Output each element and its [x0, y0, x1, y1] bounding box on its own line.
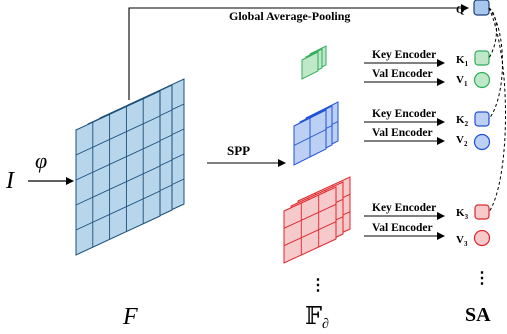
val-encoder-label-2: Val Encoder	[372, 127, 433, 139]
val-token-3	[473, 229, 491, 247]
key-symbol-3: K	[456, 207, 465, 219]
sa-more-dots: ⋮	[474, 270, 490, 287]
key-encoder-label-3: Key Encoder	[372, 202, 436, 214]
encoder-row-2: Key Encoder Val Encoder K2 V2	[364, 108, 491, 151]
svg-text:V2: V2	[456, 134, 468, 148]
attention-dashed-connectors	[488, 7, 506, 213]
pyramid-set-label: 𝔽	[305, 304, 322, 330]
key-symbol-2: K	[456, 114, 465, 126]
feature-map-stack	[75, 78, 185, 256]
key-symbol-1: K	[456, 54, 465, 66]
spp-label: SPP	[227, 143, 250, 158]
pyramid-level-1	[301, 45, 327, 80]
val-index-1: 1	[464, 80, 468, 88]
val-encoder-label-1: Val Encoder	[372, 68, 433, 80]
val-symbol-2: V	[456, 134, 464, 146]
key-token-1	[474, 50, 490, 66]
val-token-2	[473, 133, 491, 151]
encoder-row-1: Key Encoder Val Encoder K1 V1	[364, 49, 491, 89]
svg-text:K3: K3	[456, 207, 469, 221]
pyramid-level-2	[293, 101, 339, 166]
val-symbol-1: V	[456, 74, 464, 86]
pyramid-level-3	[283, 176, 351, 264]
svg-text:K2: K2	[456, 114, 469, 128]
val-token-1	[473, 71, 491, 89]
val-index-2: 2	[464, 140, 468, 148]
query-token	[473, 0, 490, 16]
query-label: Q	[456, 4, 465, 16]
key-index-2: 2	[465, 120, 469, 128]
feature-map-label: F	[122, 304, 138, 330]
pyramid-set-subscript: ∂	[322, 317, 329, 332]
key-index-1: 1	[465, 60, 469, 68]
key-token-3	[474, 204, 490, 220]
svg-text:K1: K1	[456, 54, 469, 68]
encoder-row-3: Key Encoder Val Encoder K3 V3	[364, 202, 491, 248]
key-index-3: 3	[465, 213, 469, 221]
svg-text:𝔽∂: 𝔽∂	[305, 304, 329, 332]
sa-label: SA	[465, 304, 491, 326]
key-encoder-label-2: Key Encoder	[372, 108, 436, 120]
pyramid-more-dots: ⋮	[310, 277, 326, 294]
svg-text:V1: V1	[456, 74, 468, 88]
feature-map-layer-front	[75, 90, 161, 256]
val-symbol-3: V	[456, 234, 464, 246]
phi-label: φ	[35, 148, 47, 173]
global-pooling-label: Global Average-Pooling	[229, 9, 350, 23]
key-token-2	[474, 111, 490, 127]
val-encoder-label-3: Val Encoder	[372, 222, 433, 234]
input-label: I	[5, 168, 15, 194]
val-index-3: 3	[464, 240, 468, 248]
key-encoder-label-1: Key Encoder	[372, 49, 436, 61]
svg-text:V3: V3	[456, 234, 468, 248]
global-pooling-arrow	[128, 4, 469, 100]
